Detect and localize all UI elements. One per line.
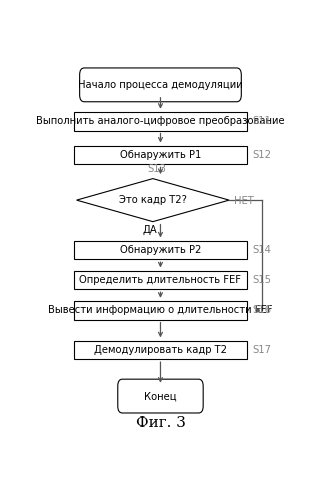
Text: S16: S16 [252,305,271,315]
Text: Выполнить аналого-цифровое преобразование: Выполнить аналого-цифровое преобразовани… [36,116,285,126]
Text: Фиг. 3: Фиг. 3 [135,416,185,430]
Text: Конец: Конец [144,391,177,401]
Text: Определить длительность FEF: Определить длительность FEF [79,275,241,285]
Bar [74,112,247,131]
Text: Это кадр T2?: Это кадр T2? [119,195,187,205]
Bar [74,271,247,289]
FancyBboxPatch shape [80,68,241,102]
Text: S14: S14 [252,245,271,255]
Bar [74,146,247,164]
Text: Начало процесса демодуляции: Начало процесса демодуляции [78,80,243,90]
Text: S12: S12 [252,150,271,160]
Bar [74,301,247,320]
Text: S11: S11 [252,116,271,126]
Text: НЕТ: НЕТ [234,196,254,206]
Text: Обнаружить P1: Обнаружить P1 [120,150,201,160]
Polygon shape [76,179,229,222]
Bar [74,241,247,259]
Text: S15: S15 [252,275,271,285]
Text: S17: S17 [252,345,271,355]
FancyBboxPatch shape [118,379,203,413]
Text: Вывести информацию о длительности FEF: Вывести информацию о длительности FEF [48,305,273,315]
Text: Обнаружить P2: Обнаружить P2 [120,245,201,255]
Text: Демодулировать кадр T2: Демодулировать кадр T2 [94,345,227,355]
Text: ДА: ДА [143,225,158,235]
Text: S13: S13 [148,164,167,174]
Bar [74,341,247,359]
